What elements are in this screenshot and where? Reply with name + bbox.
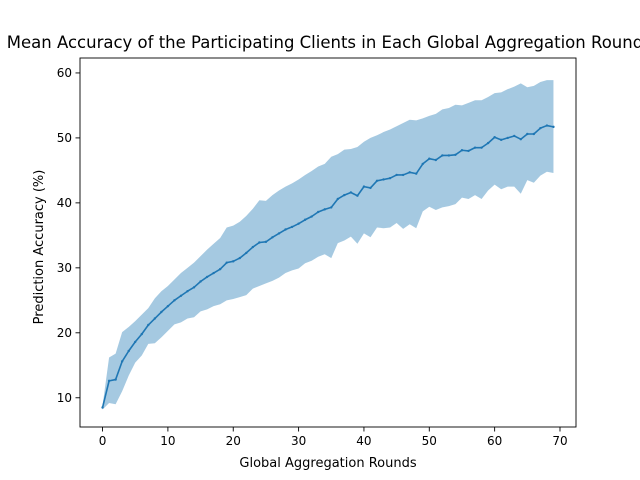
mean-point (467, 149, 470, 153)
plot-area (79, 57, 577, 428)
mean-point (532, 132, 536, 136)
x-tick-label: 0 (99, 434, 107, 448)
x-axis-label: Global Aggregation Rounds (239, 456, 416, 471)
mean-point (513, 134, 516, 138)
x-tick-label: 50 (422, 434, 437, 448)
mean-point (264, 240, 268, 244)
mean-point (238, 256, 241, 260)
mean-point (153, 317, 157, 320)
mean-point (473, 146, 477, 149)
y-tick-label: 50 (57, 131, 72, 145)
mean-point (310, 215, 313, 218)
mean-point (375, 179, 379, 182)
mean-point (441, 154, 444, 157)
mean-accuracy-line (101, 124, 554, 408)
mean-point (434, 158, 438, 162)
x-tick-label: 20 (226, 434, 241, 448)
mean-point (415, 172, 418, 175)
y-axis-label: Prediction Accuracy (%) (32, 170, 47, 325)
mean-point (277, 232, 281, 235)
mean-point (388, 176, 392, 180)
mean-point (408, 171, 411, 174)
mean-point (192, 286, 196, 289)
x-axis-ticks: 0 10 20 30 40 50 60 70 (99, 427, 568, 448)
mean-point (173, 299, 176, 302)
mean-point (114, 378, 117, 381)
mean-point (356, 194, 359, 197)
mean-point (232, 260, 235, 263)
mean-point (120, 360, 124, 363)
x-tick-label: 30 (291, 434, 306, 448)
mean-point (212, 271, 215, 275)
mean-point (545, 124, 549, 127)
chart-title: Mean Accuracy of the Participating Clien… (7, 33, 640, 52)
mean-point (401, 173, 405, 177)
mean-point (101, 406, 104, 409)
mean-point (395, 173, 398, 177)
mean-point (330, 206, 333, 209)
mean-point (245, 251, 248, 255)
y-tick-label: 60 (57, 66, 72, 80)
mean-point (493, 136, 496, 139)
mean-point (290, 225, 294, 229)
x-tick-label: 70 (552, 434, 567, 448)
mean-point (343, 193, 346, 197)
mean-point (526, 132, 529, 136)
accuracy-range-band (102, 80, 554, 410)
mean-point (316, 210, 320, 214)
mean-point (297, 222, 300, 225)
mean-point (428, 157, 431, 160)
mean-point (506, 136, 509, 140)
x-tick-label: 10 (160, 434, 175, 448)
mean-point (140, 332, 143, 336)
mean-point (186, 290, 189, 293)
mean-point (552, 125, 555, 129)
y-tick-label: 40 (57, 196, 72, 210)
mean-point (499, 138, 503, 142)
y-tick-label: 20 (57, 326, 72, 340)
mean-point (258, 241, 261, 244)
x-tick-label: 60 (487, 434, 502, 448)
mean-point (205, 275, 209, 279)
mean-point (447, 154, 451, 157)
mean-point (362, 185, 366, 188)
mean-point (421, 162, 424, 166)
x-tick-label: 40 (356, 434, 371, 448)
mean-point (486, 141, 490, 145)
mean-point (336, 197, 340, 201)
mean-point (284, 228, 287, 231)
mean-point (271, 236, 274, 239)
mean-point (134, 340, 137, 344)
mean-point (218, 267, 222, 271)
mean-point (382, 178, 385, 181)
mean-point (519, 138, 522, 141)
y-axis-ticks: 10 20 30 40 50 60 (57, 66, 80, 405)
mean-point (166, 304, 170, 308)
mean-point (369, 186, 372, 190)
y-tick-label: 10 (57, 391, 72, 405)
mean-point (460, 149, 464, 152)
mean-point (323, 208, 326, 211)
plot-frame (79, 57, 577, 428)
mean-point (127, 349, 130, 353)
mean-point (539, 126, 542, 130)
mean-point (251, 245, 255, 249)
mean-accuracy-points (101, 124, 555, 409)
mean-point (303, 218, 307, 221)
mean-point (160, 310, 163, 314)
mean-point (107, 379, 111, 383)
mean-point (147, 323, 150, 327)
mean-point (225, 261, 228, 264)
mean-point (454, 153, 457, 156)
y-tick-label: 30 (57, 261, 72, 275)
mean-point (199, 280, 202, 283)
mean-point (480, 146, 483, 149)
mean-point (179, 294, 183, 297)
mean-point (349, 191, 353, 194)
